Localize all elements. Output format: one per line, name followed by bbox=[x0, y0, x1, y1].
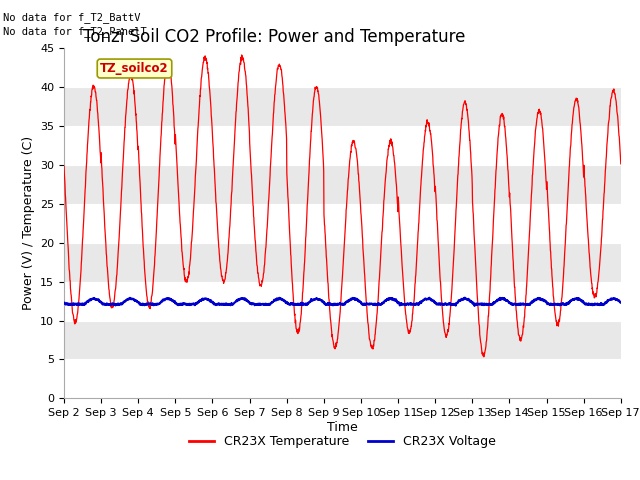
Bar bbox=[64, 126, 621, 165]
Text: No data for f_T2_BattV
No data for f_T2_PanelT: No data for f_T2_BattV No data for f_T2_… bbox=[3, 12, 147, 37]
Legend: CR23X Temperature, CR23X Voltage: CR23X Temperature, CR23X Voltage bbox=[184, 431, 501, 454]
Bar bbox=[64, 282, 621, 321]
Bar bbox=[64, 360, 621, 398]
Bar bbox=[64, 48, 621, 87]
Text: TZ_soilco2: TZ_soilco2 bbox=[100, 62, 169, 75]
Text: Tonzi Soil CO2 Profile: Power and Temperature: Tonzi Soil CO2 Profile: Power and Temper… bbox=[83, 28, 465, 47]
X-axis label: Time: Time bbox=[327, 421, 358, 434]
Y-axis label: Power (V) / Temperature (C): Power (V) / Temperature (C) bbox=[22, 136, 35, 310]
Bar bbox=[64, 204, 621, 243]
